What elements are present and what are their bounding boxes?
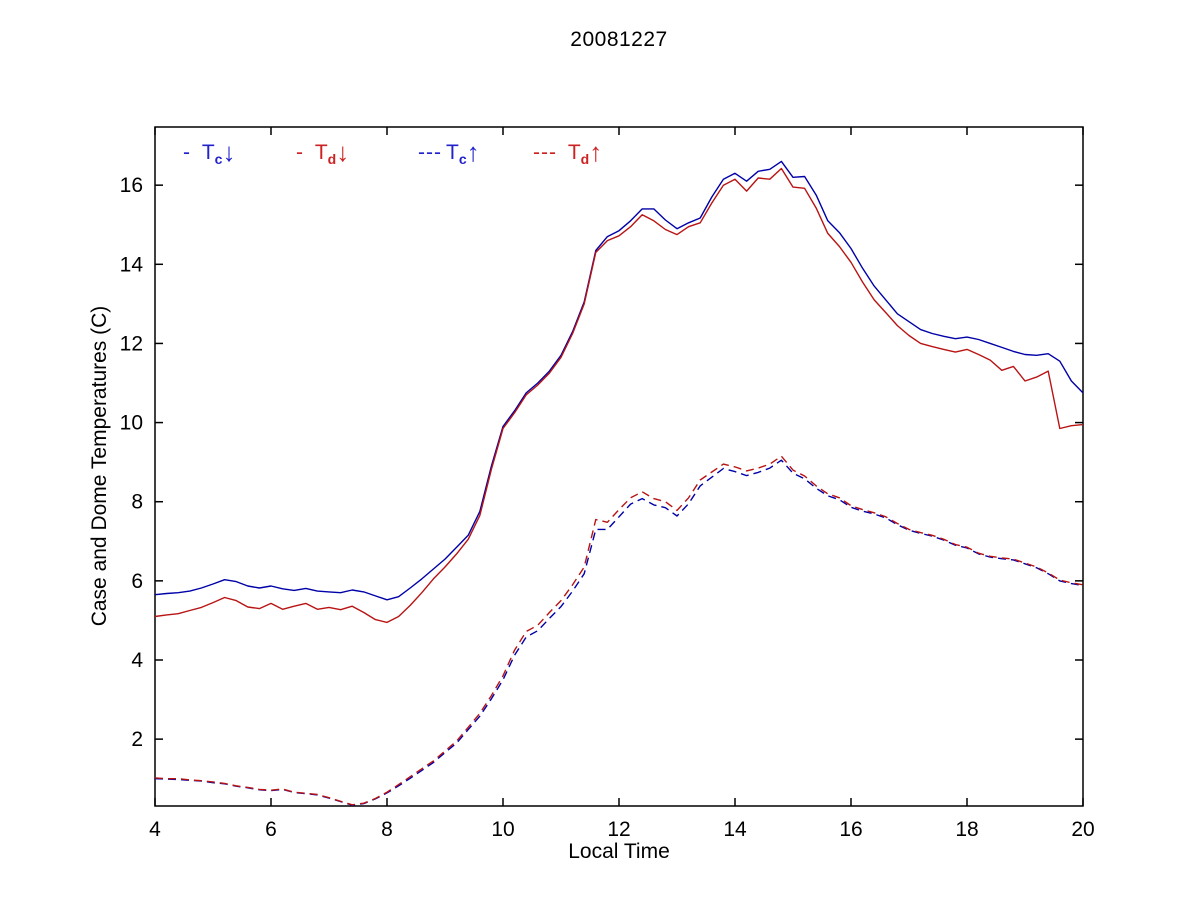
- down-arrow-icon: ↓: [222, 137, 236, 167]
- legend-item-td-up: --- Td↑: [533, 139, 602, 175]
- x-tick-label: 10: [491, 818, 514, 841]
- x-tick-label: 20: [1071, 818, 1094, 841]
- y-tick-label: 10: [120, 412, 143, 435]
- x-tick-label: 16: [839, 818, 862, 841]
- legend-subscript: c: [214, 151, 223, 168]
- legend-item-tc-down: - Tc↓: [183, 139, 235, 175]
- x-tick-label: 12: [607, 818, 630, 841]
- y-tick-label: 4: [131, 649, 143, 672]
- series-line-td-down: [154, 167, 1084, 624]
- y-tick-label: 14: [120, 253, 144, 276]
- x-tick-label: 8: [381, 818, 393, 841]
- legend-symbol: T: [201, 141, 215, 164]
- legend-symbol: T: [567, 141, 581, 164]
- series-line-td-up: [154, 455, 1084, 806]
- up-arrow-icon: ↑: [466, 137, 480, 167]
- legend-solid-line-sample: -: [296, 141, 311, 164]
- y-tick-label: 2: [131, 728, 143, 751]
- legend-subscript: d: [327, 151, 337, 168]
- y-tick-label: 6: [131, 570, 143, 593]
- legend-item-tc-up: --- Tc↑: [418, 139, 480, 175]
- legend-item-td-down: - Td↓: [296, 139, 349, 175]
- legend-solid-line-sample: -: [183, 141, 198, 164]
- down-arrow-icon: ↓: [336, 137, 350, 167]
- legend-subscript: c: [458, 151, 467, 168]
- x-tick-label: 14: [723, 818, 747, 841]
- x-tick-label: 6: [265, 818, 277, 841]
- series-line-tc-down: [154, 160, 1084, 601]
- legend-subscript: d: [580, 151, 590, 168]
- legend-symbol: T: [314, 141, 328, 164]
- axes-box: [154, 126, 1084, 807]
- x-axis-label: Local Time: [568, 840, 670, 863]
- legend-dashed-line-sample: ---: [533, 141, 564, 164]
- y-axis-label: Case and Dome Temperatures (C): [88, 305, 111, 627]
- y-tick-label: 16: [120, 174, 143, 197]
- x-tick-label: 18: [955, 818, 978, 841]
- legend-dashed-line-sample: ---: [418, 141, 442, 164]
- series-line-tc-up: [154, 459, 1084, 806]
- y-tick-label: 8: [131, 491, 143, 514]
- legend-symbol: T: [445, 141, 459, 164]
- y-tick-label: 12: [120, 332, 143, 355]
- chart-title: 20081227: [570, 28, 668, 51]
- x-tick-label: 4: [149, 818, 161, 841]
- up-arrow-icon: ↑: [589, 137, 603, 167]
